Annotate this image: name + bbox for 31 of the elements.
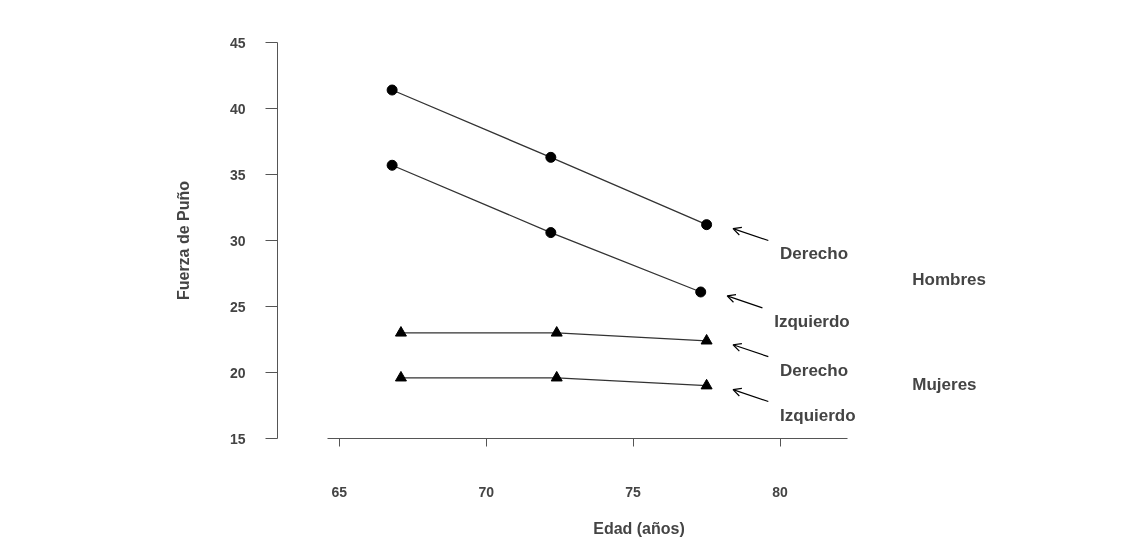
point: [700, 378, 713, 390]
y-tick-label: 20: [229, 364, 246, 381]
x-tick-label: 80: [772, 483, 789, 500]
point: [550, 326, 563, 337]
point: [386, 84, 398, 96]
text: Hombres: [912, 269, 987, 289]
text: Izquierdo: [774, 311, 850, 331]
point: [700, 333, 713, 345]
x-axis-title: Edad (años): [593, 519, 685, 537]
point: [695, 286, 707, 298]
text: Derecho: [780, 360, 849, 380]
y-tick-label: 45: [229, 34, 246, 51]
point: [701, 219, 713, 231]
y-tick-label: 15: [229, 430, 246, 447]
y-tick-label: 30: [229, 232, 246, 249]
x-tick-label: 75: [625, 483, 642, 500]
point: [394, 370, 407, 382]
y-axis-title: Fuerza de Puño: [174, 180, 192, 301]
y-tick-label: 40: [229, 100, 246, 117]
text: Derecho: [780, 244, 849, 264]
point: [386, 159, 398, 171]
point: [550, 370, 563, 382]
x-tick-label: 70: [478, 483, 495, 500]
point: [545, 151, 557, 163]
point: [394, 326, 407, 337]
y-tick-label: 35: [229, 166, 246, 183]
text: Mujeres: [912, 374, 977, 394]
text: Izquierdo: [780, 405, 856, 425]
point: [545, 227, 557, 239]
x-tick-label: 65: [331, 483, 348, 500]
y-tick-label: 25: [229, 298, 246, 315]
